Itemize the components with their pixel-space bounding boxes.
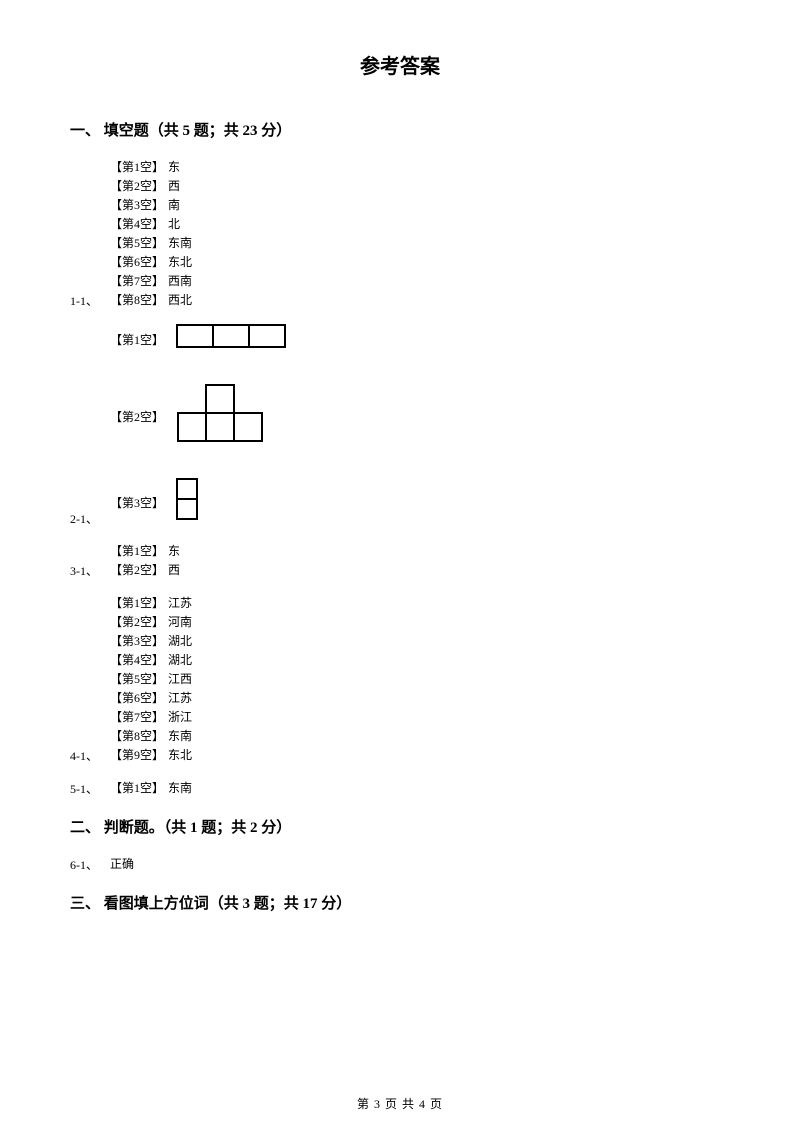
q4-label: 4-1、: [70, 747, 110, 765]
q1-b7-value: 西南: [168, 272, 192, 291]
q4-b7-value: 浙江: [168, 708, 192, 727]
q3-b2-label: 【第2空】: [110, 561, 164, 580]
answer-q2: 【第1空】 【第2空】 2-1: [110, 324, 730, 528]
answer-q4: 【第1空】江苏 【第2空】河南 【第3空】湖北 【第4空】湖北 【第5空】江西 …: [110, 594, 730, 765]
section-3-header: 三、 看图填上方位词（共 3 题；共 17 分）: [70, 892, 730, 913]
q5-b1-label: 【第1空】: [110, 779, 164, 798]
q4-b5-label: 【第5空】: [110, 670, 164, 689]
q5-b1-value: 东南: [168, 779, 192, 798]
q5-label: 5-1、: [70, 780, 110, 798]
q4-b7-label: 【第7空】: [110, 708, 164, 727]
q4-b6-value: 江苏: [168, 689, 192, 708]
q3-b1-label: 【第1空】: [110, 542, 164, 561]
q1-blanks: 【第1空】东 【第2空】西 【第3空】南 【第4空】北 【第5空】东南 【第6空…: [110, 158, 192, 310]
q1-b1-value: 东: [168, 158, 180, 177]
q2-label: 2-1、: [70, 510, 110, 528]
q4-b2-value: 河南: [168, 613, 192, 632]
q3-b1-value: 东: [168, 542, 180, 561]
q6-value: 正确: [110, 855, 134, 874]
q4-b4-label: 【第4空】: [110, 651, 164, 670]
q3-b2-value: 西: [168, 561, 180, 580]
answer-q1: 【第1空】东 【第2空】西 【第3空】南 【第4空】北 【第5空】东南 【第6空…: [110, 158, 730, 310]
q4-b9-value: 东北: [168, 746, 192, 765]
shape-col2-icon: [176, 478, 200, 528]
section-2-header: 二、 判断题。（共 1 题；共 2 分）: [70, 816, 730, 837]
q2-b1-label: 【第1空】: [110, 331, 164, 350]
q1-b6-label: 【第6空】: [110, 253, 164, 272]
q4-b4-value: 湖北: [168, 651, 192, 670]
q1-b2-label: 【第2空】: [110, 177, 164, 196]
answer-q5: 5-1、 【第1空】东南: [110, 779, 730, 798]
answer-q6: 6-1、 正确: [110, 855, 730, 874]
page-footer: 第 3 页 共 4 页: [0, 1095, 800, 1112]
q4-b3-value: 湖北: [168, 632, 192, 651]
q1-b3-value: 南: [168, 196, 180, 215]
shape-row3-icon: [176, 324, 288, 356]
q4-b5-value: 江西: [168, 670, 192, 689]
q1-b1-label: 【第1空】: [110, 158, 164, 177]
q1-b7-label: 【第7空】: [110, 272, 164, 291]
q4-b8-label: 【第8空】: [110, 727, 164, 746]
q1-b4-label: 【第4空】: [110, 215, 164, 234]
q2-b2-label: 【第2空】: [110, 408, 164, 427]
section-1-header: 一、 填空题（共 5 题；共 23 分）: [70, 119, 730, 140]
q1-b2-value: 西: [168, 177, 180, 196]
q4-b6-label: 【第6空】: [110, 689, 164, 708]
q1-b6-value: 东北: [168, 253, 192, 272]
q1-b5-label: 【第5空】: [110, 234, 164, 253]
q4-b1-label: 【第1空】: [110, 594, 164, 613]
q6-label: 6-1、: [70, 856, 110, 874]
q4-b1-value: 江苏: [168, 594, 192, 613]
q4-b8-value: 东南: [168, 727, 192, 746]
q4-b3-label: 【第3空】: [110, 632, 164, 651]
q4-b2-label: 【第2空】: [110, 613, 164, 632]
shape-pyramid-icon: [176, 384, 266, 450]
q2-b3-label: 【第3空】: [110, 494, 164, 513]
q4-b9-label: 【第9空】: [110, 746, 164, 765]
q1-b8-label: 【第8空】: [110, 291, 164, 310]
answer-q3: 【第1空】东 3-1、 【第2空】西: [110, 542, 730, 580]
q1-b3-label: 【第3空】: [110, 196, 164, 215]
q1-b5-value: 东南: [168, 234, 192, 253]
page-title: 参考答案: [70, 50, 730, 79]
q1-b8-value: 西北: [168, 291, 192, 310]
q1-b4-value: 北: [168, 215, 180, 234]
q3-label: 3-1、: [70, 562, 110, 580]
q1-label: 1-1、: [70, 292, 110, 310]
